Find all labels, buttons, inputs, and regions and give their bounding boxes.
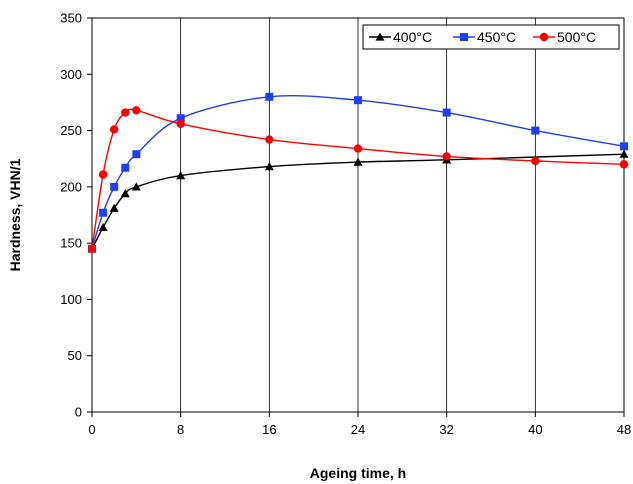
data-point xyxy=(98,222,108,231)
data-point xyxy=(354,96,362,105)
y-tick-label: 200 xyxy=(60,179,82,194)
y-tick-label: 50 xyxy=(68,348,82,363)
y-axis: 0 50 100 150 200 250 300 350 xyxy=(60,11,92,420)
legend-label: 400°C xyxy=(393,29,432,45)
data-point xyxy=(132,150,141,159)
data-point xyxy=(131,182,141,191)
x-tick-label: 8 xyxy=(177,422,184,437)
x-axis-title: Ageing time, h xyxy=(310,465,406,481)
series-layer xyxy=(87,92,629,253)
x-tick-label: 24 xyxy=(351,422,365,437)
x-tick-label: 16 xyxy=(262,422,276,437)
data-point xyxy=(121,163,130,172)
series-2 xyxy=(87,106,629,253)
legend-label: 450°C xyxy=(477,29,516,45)
data-point xyxy=(176,171,186,180)
legend-label: 500°C xyxy=(557,29,596,45)
y-tick-label: 100 xyxy=(60,292,82,307)
x-axis: 0 8 16 24 32 40 48 xyxy=(88,412,631,437)
legend-marker xyxy=(375,32,385,41)
series-line xyxy=(91,108,625,249)
data-point xyxy=(619,160,629,169)
data-point xyxy=(176,119,185,129)
data-point xyxy=(110,182,119,191)
data-point xyxy=(531,156,540,166)
y-tick-label: 150 xyxy=(60,236,82,251)
data-point xyxy=(442,108,451,117)
x-tick-label: 32 xyxy=(439,422,453,437)
data-point xyxy=(98,170,108,179)
legend: 400°C 450°C 500°C xyxy=(362,24,620,50)
data-point xyxy=(109,125,119,134)
data-point xyxy=(265,92,274,101)
gridlines xyxy=(180,18,536,412)
y-tick-label: 0 xyxy=(75,405,82,420)
data-point xyxy=(353,144,363,153)
legend-marker xyxy=(460,33,468,41)
data-point xyxy=(620,142,628,151)
data-point xyxy=(120,189,130,198)
x-tick-label: 40 xyxy=(528,422,542,437)
data-point xyxy=(99,208,108,217)
y-tick-label: 350 xyxy=(60,11,82,26)
data-point xyxy=(87,244,97,253)
data-point xyxy=(442,152,451,161)
data-point xyxy=(531,126,540,135)
x-tick-label: 0 xyxy=(88,422,95,437)
y-tick-label: 250 xyxy=(60,123,82,138)
data-point xyxy=(132,106,141,115)
y-tick-label: 300 xyxy=(60,67,82,82)
data-point xyxy=(109,203,119,212)
x-tick-label: 48 xyxy=(617,422,631,437)
data-point xyxy=(264,162,274,171)
data-point xyxy=(121,108,130,117)
data-point xyxy=(265,135,274,144)
data-point xyxy=(353,157,363,166)
data-point xyxy=(619,149,629,158)
legend-box xyxy=(362,24,620,50)
data-point xyxy=(176,114,185,123)
legend-marker xyxy=(539,32,549,42)
y-axis-title: Hardness, VHN/1 xyxy=(7,158,23,271)
